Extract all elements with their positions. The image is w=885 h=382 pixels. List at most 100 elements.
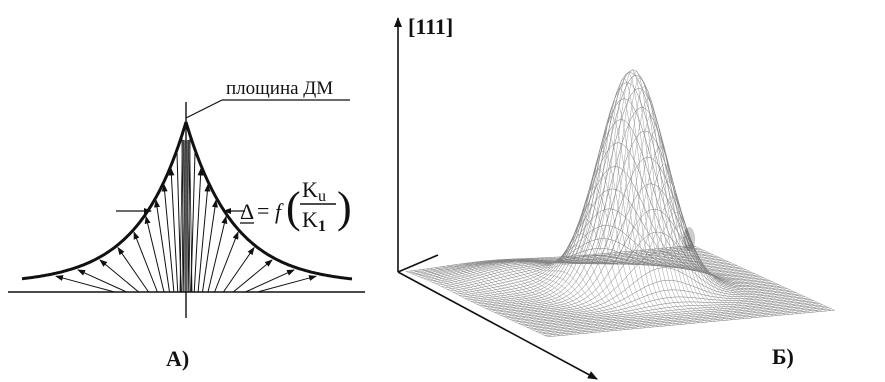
mesh-line [598, 180, 741, 320]
mesh-line [549, 87, 692, 324]
plane-leader-line [185, 99, 223, 119]
mesh-line [487, 260, 630, 330]
displacement-arrow [154, 199, 170, 293]
mesh-line [565, 71, 708, 323]
displacement-arrow [161, 183, 175, 293]
mesh-line [405, 271, 548, 337]
mesh-line [623, 251, 765, 317]
panel-a-diagram: площина ДМ Δ = f ( K u K 1 ) А) [8, 78, 365, 371]
mesh-line [442, 266, 585, 334]
mesh-line [688, 245, 831, 311]
formula-paren-close: ) [337, 183, 352, 232]
displacement-arrow [55, 275, 115, 293]
axis-label-111: [111] [408, 14, 453, 39]
mesh-line [602, 197, 745, 319]
mesh-line [680, 246, 823, 312]
displacement-arrow [222, 246, 255, 293]
mesh-line [512, 233, 655, 328]
mesh-line [520, 203, 663, 327]
mesh-line [647, 249, 790, 315]
mesh-line [479, 261, 622, 331]
mesh-line [488, 130, 776, 311]
fan-line [186, 139, 189, 293]
mesh-line [471, 262, 614, 331]
mesh-line [426, 268, 569, 336]
horizontal-axis [397, 254, 439, 273]
fan-line [179, 139, 183, 293]
mesh-line [455, 264, 597, 333]
mesh-line [590, 146, 733, 320]
mesh-line [533, 150, 675, 326]
mesh-line [504, 255, 647, 328]
mesh-line [651, 249, 794, 315]
formula-paren-open: ( [286, 183, 301, 232]
mesh-line [438, 266, 581, 334]
mesh-line [518, 296, 806, 324]
mesh-line [537, 132, 679, 325]
delta-formula: Δ = f ( K u K 1 ) [240, 177, 352, 235]
formula-function: f [275, 199, 284, 224]
displacement-arrow [133, 231, 158, 293]
mesh-line [459, 263, 601, 333]
displacement-arrow [214, 231, 239, 293]
mesh-line [453, 208, 741, 293]
mesh-line [569, 76, 712, 322]
mesh-line [414, 270, 556, 337]
mesh-line [656, 248, 798, 314]
mesh-line [578, 97, 720, 321]
displacement-arrow [202, 199, 218, 293]
panel-b-diagram: [111] Б) [394, 14, 835, 380]
mesh-line [615, 236, 757, 318]
envelope-curve-right [184, 121, 353, 281]
formula-denominator-sub: 1 [318, 218, 326, 235]
displacement-arrow [168, 167, 179, 293]
mesh-line [557, 71, 700, 323]
mesh-line [635, 250, 778, 316]
mesh-line [668, 247, 811, 313]
mesh-line [508, 245, 651, 328]
panel-a-label: А) [166, 346, 189, 371]
mesh-line [446, 265, 589, 334]
mesh-line [434, 267, 577, 335]
mesh-line [627, 251, 770, 317]
displacement-arrow [245, 269, 295, 293]
mesh-line [660, 248, 802, 314]
displacement-arrow [144, 215, 165, 293]
mesh-line [492, 260, 634, 329]
mesh-line [586, 128, 729, 321]
mesh-line [582, 112, 724, 321]
mesh-line [553, 77, 696, 324]
displacement-arrow [257, 275, 317, 293]
displacement-arrow [99, 259, 140, 293]
depth-axis [397, 271, 598, 380]
plane-label: площина ДМ [226, 78, 333, 99]
mesh-line [574, 85, 716, 322]
mesh-line [639, 250, 782, 316]
displacement-arrow [232, 259, 273, 293]
mesh-line [529, 301, 817, 329]
fan-line [188, 139, 191, 293]
mesh-line [483, 260, 626, 330]
fan-line [183, 139, 186, 293]
displacement-arrows [55, 137, 317, 293]
panel-b-label: Б) [772, 344, 794, 369]
mesh-line [676, 246, 819, 312]
mesh-line [430, 268, 573, 335]
mesh-line [664, 247, 806, 314]
formula-numerator-sub: u [318, 188, 326, 205]
fan-line [181, 139, 184, 293]
formula-equals: = [257, 198, 269, 223]
mesh-line [516, 219, 659, 327]
mesh-line [470, 82, 758, 302]
gaussian-surface-mesh [405, 69, 835, 338]
displacement-arrow [117, 246, 150, 293]
mesh-line [410, 270, 552, 337]
mesh-line [496, 259, 638, 329]
envelope-curve-left [21, 121, 188, 281]
mesh-line [528, 169, 671, 326]
formula-denominator: K [302, 207, 318, 232]
mesh-line [479, 74, 767, 306]
mesh-line [606, 212, 749, 319]
surface-shadow [683, 227, 696, 252]
mesh-line [643, 249, 786, 315]
